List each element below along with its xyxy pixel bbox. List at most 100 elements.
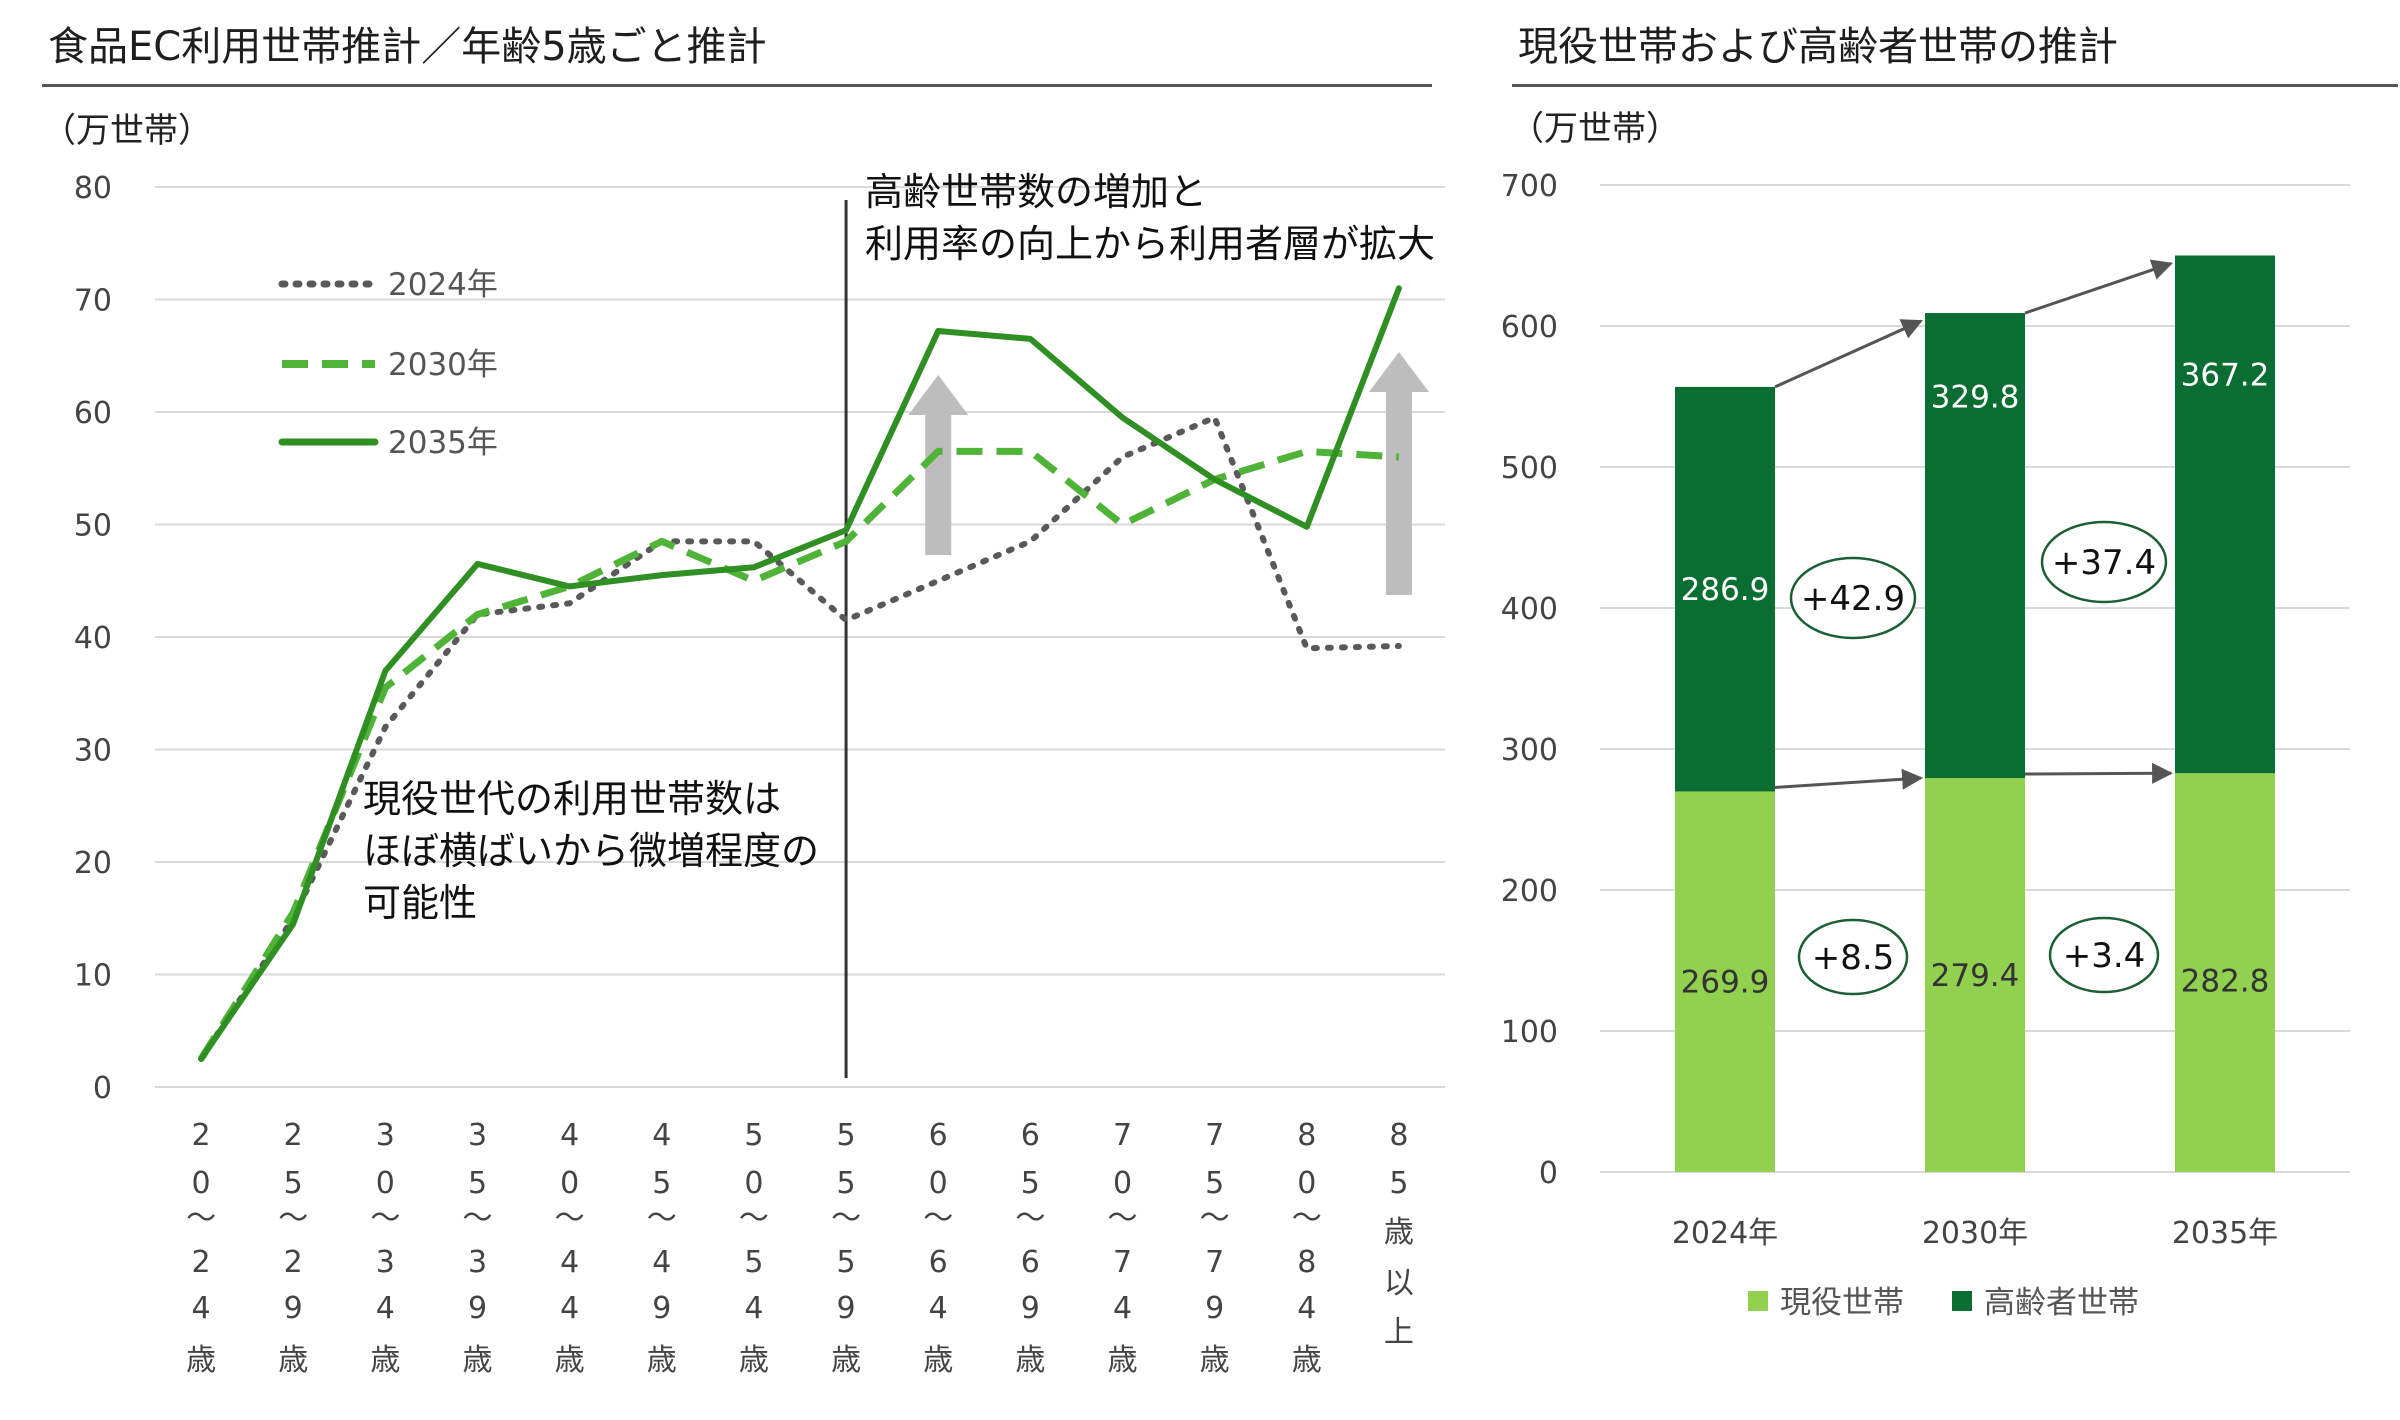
left-x-tick-label: 6 bbox=[929, 1245, 948, 1280]
left-x-tick-label: 6 bbox=[1021, 1118, 1040, 1153]
left-x-tick-label: 0 bbox=[744, 1166, 763, 1201]
left-x-tick-label: 8 bbox=[1297, 1245, 1316, 1280]
left-x-tick-label: 7 bbox=[1113, 1245, 1132, 1280]
left-x-tick-label: 3 bbox=[376, 1118, 395, 1153]
left-x-tick-label: 4 bbox=[652, 1118, 671, 1153]
left-x-tick-label: 歳 bbox=[739, 1343, 769, 1378]
increase-ellipse-working bbox=[1797, 918, 1909, 996]
left-x-tick-label: 2 bbox=[192, 1245, 211, 1280]
left-x-tick-label: 〜 bbox=[1108, 1201, 1138, 1236]
left-x-tick-label: 0 bbox=[1297, 1166, 1316, 1201]
left-x-tick-label: 6 bbox=[1021, 1245, 1040, 1280]
legend-swatch-現役世帯 bbox=[1748, 1291, 1768, 1311]
trend-arrow-elderly bbox=[2024, 259, 2173, 315]
left-x-tick-label: 歳 bbox=[1108, 1343, 1138, 1378]
up-arrow-shaft bbox=[1385, 390, 1412, 595]
right-stacked-bar-chart: （万世帯） 0 100 200 300 400 500 600 700 269.9 286.9 202… bbox=[1501, 109, 2350, 1321]
left-x-tick-label: 歳 bbox=[370, 1343, 400, 1378]
right-chart-title: 現役世帯および高齢者世帯の推計 bbox=[1518, 24, 2118, 70]
left-x-tick-label: 2 bbox=[284, 1245, 303, 1280]
increase-ellipse-elderly bbox=[2040, 520, 2168, 604]
left-x-tick-label: 9 bbox=[284, 1291, 303, 1326]
bar-value-label-現役世帯: 269.9 bbox=[1681, 965, 1770, 1001]
annotation-elderly-line: 利用率の向上から利用者層が拡大 bbox=[865, 222, 1435, 266]
left-y-tick-label: 40 bbox=[74, 621, 112, 656]
left-x-tick-label: 5 bbox=[744, 1118, 763, 1153]
left-x-tick-label: 4 bbox=[652, 1245, 671, 1280]
left-x-tick-label: 3 bbox=[376, 1245, 395, 1280]
bar-value-label-高齢者世帯: 329.8 bbox=[1931, 380, 2020, 416]
up-arrow-head bbox=[1368, 352, 1429, 392]
right-x-tick-label: 2024年 bbox=[1672, 1216, 1778, 1251]
left-x-tick-label: 4 bbox=[744, 1291, 763, 1326]
left-x-tick-label: 〜 bbox=[555, 1201, 585, 1236]
left-x-tick-label: 0 bbox=[192, 1166, 211, 1201]
left-x-tick-label: 7 bbox=[1205, 1118, 1224, 1153]
right-y-tick-label: 200 bbox=[1501, 874, 1558, 909]
left-x-tick-label: 〜 bbox=[923, 1201, 953, 1236]
left-x-tick-label: 3 bbox=[468, 1245, 487, 1280]
left-x-tick-label: 歳 bbox=[186, 1343, 216, 1378]
left-x-tick-label: 8 bbox=[1297, 1118, 1316, 1153]
left-x-tick-label: 9 bbox=[1205, 1291, 1224, 1326]
legend-label-2030年: 2030年 bbox=[388, 347, 498, 383]
legend-label-現役世帯: 現役世帯 bbox=[1780, 1285, 1904, 1321]
left-x-tick-label: 歳 bbox=[831, 1343, 861, 1378]
left-x-tick-label: 5 bbox=[468, 1166, 487, 1201]
up-arrow-shaft bbox=[925, 413, 952, 555]
left-x-tick-label: 〜 bbox=[1292, 1201, 1322, 1236]
left-x-tick-label: 5 bbox=[652, 1166, 671, 1201]
left-x-tick-label: 4 bbox=[560, 1291, 579, 1326]
bar-value-label-高齢者世帯: 367.2 bbox=[2181, 358, 2270, 394]
series-line-2035年 bbox=[198, 285, 1402, 1062]
left-x-tick-label: 〜 bbox=[463, 1201, 493, 1236]
annotation-elderly-line: 高齢世帯数の増加と bbox=[865, 170, 1207, 214]
left-x-tick-label: 8 bbox=[1389, 1118, 1408, 1153]
right-title-rule bbox=[1512, 84, 2398, 87]
bar-value-label-高齢者世帯: 286.9 bbox=[1681, 572, 1770, 608]
right-x-tick-label: 2030年 bbox=[1922, 1216, 2028, 1251]
right-y-tick-label: 700 bbox=[1501, 169, 1558, 204]
trend-arrow-working bbox=[1774, 768, 1924, 790]
right-y-tick-label: 600 bbox=[1501, 310, 1558, 345]
left-x-tick-label: 4 bbox=[929, 1291, 948, 1326]
increase-label-working: +8.5 bbox=[1812, 938, 1895, 978]
bar-segment-高齢者世帯 bbox=[1925, 313, 2025, 779]
left-x-tick-label: 6 bbox=[929, 1118, 948, 1153]
left-x-tick-label: 0 bbox=[929, 1166, 948, 1201]
left-x-tick-label: 歳 bbox=[923, 1343, 953, 1378]
right-y-tick-label: 300 bbox=[1501, 733, 1558, 768]
left-x-tick-label: 4 bbox=[376, 1291, 395, 1326]
left-title-rule bbox=[42, 84, 1432, 87]
left-y-tick-label: 60 bbox=[74, 396, 112, 431]
left-x-tick-label: 9 bbox=[652, 1291, 671, 1326]
left-x-tick-label: 歳 bbox=[1015, 1343, 1045, 1378]
increase-label-working: +3.4 bbox=[2063, 936, 2146, 976]
trend-arrow-working bbox=[2024, 762, 2174, 784]
left-x-tick-label: 歳 bbox=[1292, 1343, 1322, 1378]
increase-ellipse-working bbox=[2048, 916, 2160, 994]
left-x-tick-label: 5 bbox=[837, 1245, 856, 1280]
left-x-tick-label: 〜 bbox=[186, 1201, 216, 1236]
left-x-tick-label: 4 bbox=[560, 1245, 579, 1280]
left-x-tick-label: 4 bbox=[192, 1291, 211, 1326]
left-x-tick-label: 0 bbox=[376, 1166, 395, 1201]
left-x-tick-label: 5 bbox=[1205, 1166, 1224, 1201]
left-x-tick-label: 〜 bbox=[1015, 1201, 1045, 1236]
left-x-tick-label: 7 bbox=[1113, 1118, 1132, 1153]
left-y-tick-label: 50 bbox=[74, 509, 112, 544]
left-x-tick-label: 5 bbox=[1389, 1166, 1408, 1201]
up-arrow-head bbox=[908, 375, 969, 415]
series-line-2024年 bbox=[198, 414, 1402, 1062]
left-x-tick-label: 〜 bbox=[1200, 1201, 1230, 1236]
left-x-tick-label: 歳 bbox=[647, 1343, 677, 1378]
right-y-tick-label: 100 bbox=[1501, 1015, 1558, 1050]
legend-label-2024年: 2024年 bbox=[388, 267, 498, 303]
legend-label-高齢者世帯: 高齢者世帯 bbox=[1984, 1285, 2139, 1321]
left-x-tick-label: 歳 bbox=[278, 1343, 308, 1378]
legend-label-2035年: 2035年 bbox=[388, 425, 498, 461]
bar-value-label-現役世帯: 279.4 bbox=[1931, 958, 2020, 994]
left-x-tick-label: 歳 bbox=[463, 1343, 493, 1378]
left-x-tick-label: 〜 bbox=[647, 1201, 677, 1236]
